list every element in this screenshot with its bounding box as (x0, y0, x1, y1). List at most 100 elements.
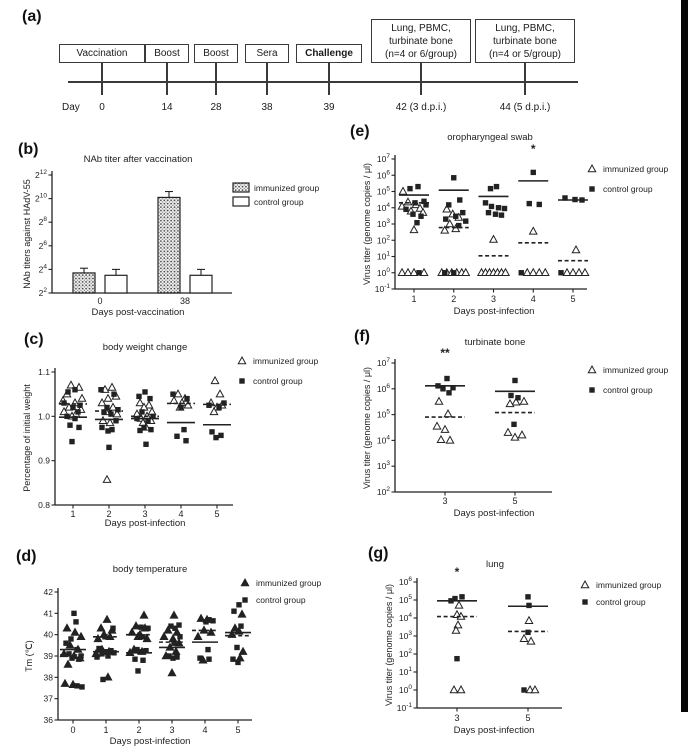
panel-label-d: (d) (16, 548, 37, 565)
triangle-marker (163, 625, 173, 634)
square-marker (536, 201, 542, 208)
y-axis-label: Virus titer (genome copies / μl) (362, 367, 372, 489)
triangle-marker (517, 430, 527, 439)
svg-text:210: 210 (35, 193, 47, 204)
triangle-marker (434, 396, 444, 405)
square-marker (414, 220, 420, 226)
square-marker (177, 634, 183, 640)
triangle-marker (103, 393, 113, 402)
square-marker (525, 629, 531, 636)
square-marker (443, 216, 449, 222)
x-category-label: 1 (411, 294, 416, 304)
square-marker (487, 185, 494, 192)
svg-text:106: 106 (377, 383, 390, 394)
square-marker (137, 649, 143, 655)
triangle-marker (440, 225, 450, 234)
triangle-marker (193, 631, 203, 640)
square-marker (558, 270, 564, 276)
square-marker (456, 222, 462, 229)
square-marker (488, 203, 495, 210)
square-marker (113, 418, 119, 424)
x-category-label: 3 (142, 509, 147, 519)
square-marker (501, 205, 508, 212)
x-axis-label: Days post-infection (110, 736, 191, 747)
triangle-marker (206, 627, 216, 636)
triangle-marker (169, 610, 179, 619)
triangle-marker (159, 631, 169, 640)
timeline-connector (101, 63, 103, 95)
svg-text:104: 104 (399, 612, 412, 623)
x-category-label: 3 (454, 713, 459, 723)
x-category-label: 2 (106, 509, 111, 519)
legend-label: control group (603, 385, 653, 395)
square-marker (138, 624, 144, 630)
legend-label: immunized group (254, 183, 319, 193)
svg-text:38: 38 (44, 672, 54, 682)
square-marker (210, 618, 216, 624)
square-marker (145, 418, 151, 424)
square-marker (132, 656, 138, 662)
triangle-marker (108, 402, 118, 411)
triangle-marker (70, 627, 80, 636)
square-marker (76, 424, 82, 431)
triangle-marker (461, 267, 471, 276)
legend-label: immunized group (596, 580, 661, 590)
square-marker (61, 400, 67, 406)
triangle-marker (230, 623, 240, 632)
square-marker (172, 625, 178, 631)
square-marker (141, 424, 147, 431)
square-marker (231, 608, 237, 614)
square-marker (446, 390, 452, 396)
svg-text:40: 40 (44, 630, 54, 640)
legend-swatch (232, 196, 250, 207)
square-marker (562, 195, 568, 201)
square-marker (495, 205, 502, 211)
triangle-marker (580, 267, 590, 276)
panel-label-a: (a) (22, 8, 42, 25)
triangle-marker (103, 672, 113, 681)
bar (72, 272, 96, 294)
square-marker (75, 409, 81, 415)
svg-text:42: 42 (44, 587, 54, 597)
timeline-connector (328, 63, 330, 95)
triangle-marker (133, 631, 143, 640)
triangle-marker (456, 684, 466, 694)
square-marker (96, 645, 102, 652)
svg-text:100: 100 (399, 684, 412, 695)
triangle-marker (66, 380, 76, 389)
timeline-day-label: 42 (3 d.p.i.) (395, 102, 447, 113)
chart-title: oropharyngeal swab (447, 132, 533, 143)
square-marker (589, 387, 595, 393)
series-control (403, 169, 585, 276)
timeline-connector (215, 63, 217, 95)
triangle-marker (97, 397, 107, 407)
triangle-marker (238, 646, 248, 655)
square-marker (170, 391, 176, 397)
scan-border-right (681, 0, 688, 712)
chart-nab-titer-bar: 22 24 26 28 210 212 NAb titer after vaccinatio… (22, 154, 319, 318)
square-marker (525, 594, 531, 600)
triangle-marker (454, 600, 464, 609)
square-marker (104, 404, 110, 411)
square-marker (452, 595, 458, 602)
square-marker (166, 653, 172, 659)
series-control (63, 602, 244, 690)
svg-text:24: 24 (39, 263, 48, 274)
timeline-day-label: 0 (99, 102, 105, 113)
timeline-event-label: Boost (154, 48, 180, 59)
bar (104, 274, 128, 294)
triangle-marker (530, 684, 540, 694)
square-marker (111, 650, 117, 656)
square-marker (206, 402, 212, 408)
chart-turbinate-bone-scatter: 102 103 104 105 106 107 turbinate bone Virus ti… (362, 337, 668, 519)
svg-text:212: 212 (35, 169, 47, 180)
panel-label-g: (g) (368, 545, 389, 562)
legend-swatch (232, 182, 250, 193)
y-axis-label: Virus titer (genome copies / μl) (384, 584, 394, 706)
square-marker (453, 213, 459, 219)
triangle-marker (526, 636, 536, 645)
square-marker (410, 211, 416, 217)
square-marker (421, 198, 427, 204)
triangle-marker (60, 678, 70, 687)
legend-label: control group (254, 197, 304, 207)
